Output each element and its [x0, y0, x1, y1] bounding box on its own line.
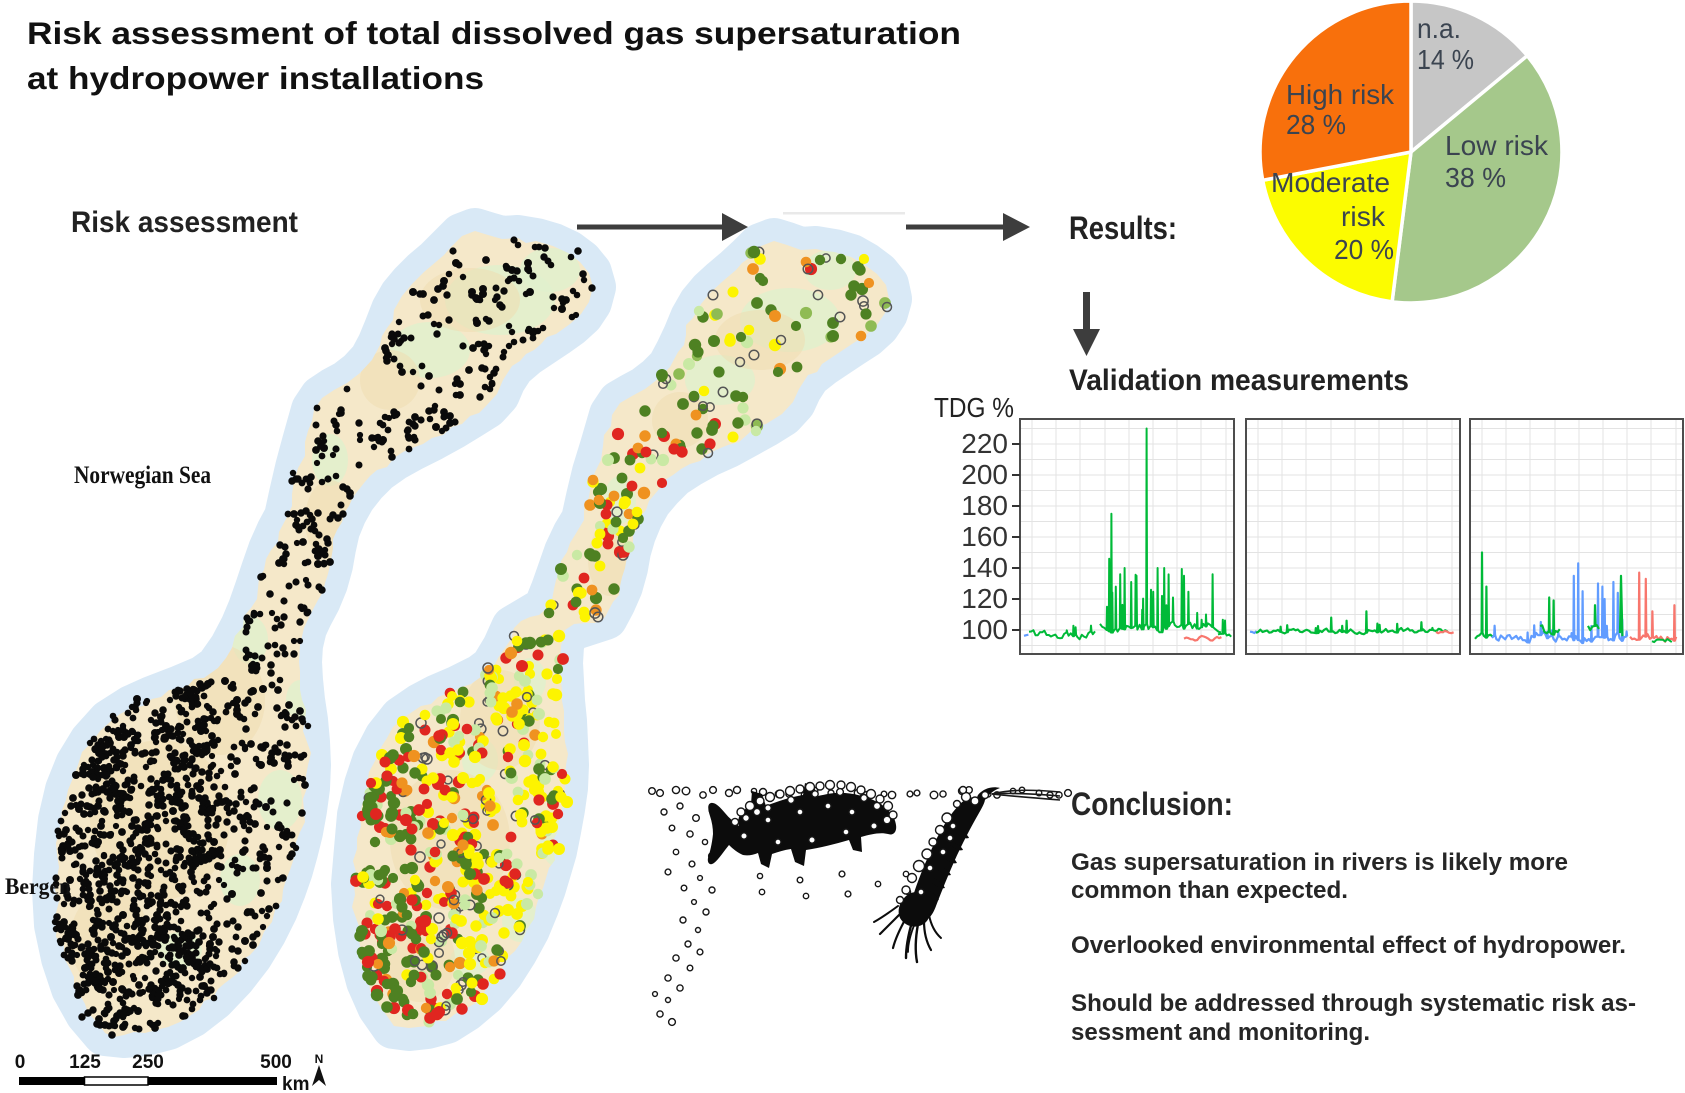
svg-text:20 %: 20 % [1334, 234, 1394, 265]
svg-text:120: 120 [961, 583, 1008, 614]
svg-text:km: km [282, 1074, 309, 1093]
svg-text:200: 200 [961, 459, 1008, 490]
svg-text:Validation measurements: Validation measurements [1069, 364, 1409, 397]
svg-text:Results:: Results: [1069, 209, 1177, 246]
svg-text:14 %: 14 % [1417, 44, 1474, 75]
svg-text:125: 125 [69, 1052, 101, 1073]
svg-text:Low risk: Low risk [1445, 130, 1548, 161]
svg-text:28 %: 28 % [1286, 109, 1346, 140]
svg-text:0: 0 [15, 1052, 26, 1073]
svg-text:High risk: High risk [1286, 79, 1394, 110]
svg-text:Bergen: Bergen [5, 874, 71, 900]
svg-text:at hydropower installations: at hydropower installations [27, 60, 484, 96]
svg-text:Conclusion:: Conclusion: [1071, 785, 1233, 822]
svg-text:250: 250 [132, 1052, 164, 1073]
svg-text:Gas supersaturation in rivers: Gas supersaturation in rivers is likely … [1071, 850, 1568, 876]
svg-text:Risk assessment: Risk assessment [71, 206, 298, 239]
svg-text:N: N [315, 1052, 324, 1066]
svg-text:220: 220 [961, 428, 1008, 459]
svg-text:common than expected.: common than expected. [1071, 878, 1348, 904]
svg-text:Should be addressed through sy: Should be addressed through systematic r… [1071, 991, 1636, 1017]
svg-text:Risk assessment of total disso: Risk assessment of total dissolved gas s… [27, 15, 961, 51]
svg-text:Norwegian Sea: Norwegian Sea [74, 460, 211, 489]
svg-text:n.a.: n.a. [1417, 13, 1461, 44]
svg-text:Moderate: Moderate [1271, 167, 1390, 198]
svg-text:risk: risk [1341, 201, 1385, 232]
svg-text:Overlooked environmental effec: Overlooked environmental effect of hydro… [1071, 933, 1626, 959]
svg-text:160: 160 [961, 521, 1008, 552]
svg-text:sessment and monitoring.: sessment and monitoring. [1071, 1020, 1370, 1046]
svg-text:38 %: 38 % [1445, 162, 1506, 193]
svg-text:180: 180 [961, 490, 1008, 521]
svg-text:500: 500 [260, 1052, 292, 1073]
svg-text:140: 140 [961, 552, 1008, 583]
svg-text:100: 100 [961, 614, 1008, 645]
svg-text:TDG %: TDG % [934, 392, 1014, 423]
